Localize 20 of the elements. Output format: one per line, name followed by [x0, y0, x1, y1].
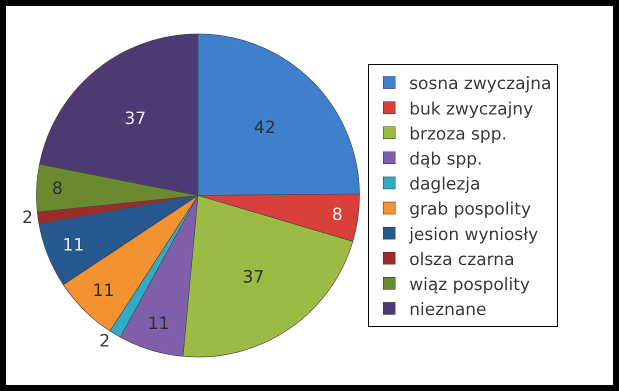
data-label: 37 — [124, 109, 146, 130]
legend-label: jesion wyniosły — [408, 224, 538, 245]
data-label: 8 — [332, 205, 343, 226]
data-label: 11 — [92, 280, 114, 301]
data-label: 11 — [148, 314, 170, 334]
legend-label: sosna zwyczajna — [409, 74, 552, 94]
legend-label: buk zwyczajny — [409, 99, 534, 120]
data-label: 42 — [254, 118, 276, 138]
data-label: 2 — [99, 332, 110, 352]
data-label: 2 — [22, 208, 33, 228]
legend-label: daglezja — [409, 174, 480, 195]
legend-label: grab pospolity — [409, 200, 532, 220]
legend-label: brzoza spp. — [409, 124, 507, 144]
legend-label: dąb spp. — [409, 149, 482, 170]
legend-label: nieznane — [409, 300, 487, 320]
data-label: 11 — [62, 235, 84, 256]
data-label: 8 — [52, 178, 63, 199]
legend-label: wiąz pospolity — [409, 274, 530, 295]
data-label: 37 — [242, 267, 264, 288]
legend-label: olsza czarna — [409, 250, 514, 270]
